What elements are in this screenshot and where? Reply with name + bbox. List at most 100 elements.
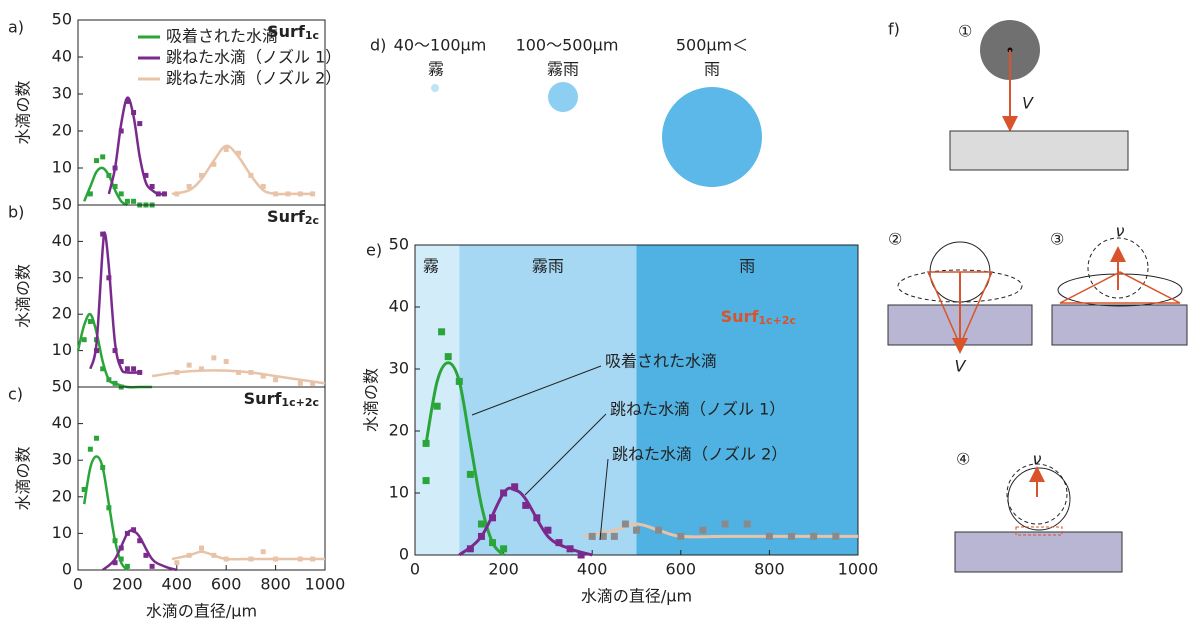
droplet [662,87,762,187]
drop-name: 雨 [704,60,720,79]
drop-name: 霧雨 [547,60,579,79]
data-point [273,191,278,196]
velocity-label: ν [1116,222,1125,241]
x-tick-label: 600 [666,560,697,579]
y-tick-label: 30 [52,84,72,103]
data-point [94,436,99,441]
data-point [285,191,290,196]
x-tick-label: 0 [73,575,83,594]
data-point [478,521,485,528]
data-point [113,381,118,386]
x-tick-label: 1000 [305,575,346,594]
data-point [100,366,105,371]
data-point [310,381,315,386]
data-point [434,403,441,410]
data-point [119,546,124,551]
data-point [261,184,266,189]
fit-curve [109,98,165,195]
data-point [224,147,229,152]
y-axis-label: 水滴の数 [14,446,33,510]
title-sub: 1c+2c [281,396,319,409]
velocity-label: ν [1033,450,1042,469]
y-tick-label: 50 [52,377,72,396]
y-tick-label: 20 [389,421,409,440]
data-point [478,533,485,540]
y-tick-label: 50 [52,10,72,29]
data-point [119,191,124,196]
drop-outline [1008,468,1070,530]
data-point [100,232,105,237]
data-point [187,363,192,368]
data-point [788,533,795,540]
data-point [131,110,136,115]
band-label: 雨 [739,257,755,276]
step-label: ② [888,230,902,249]
data-point [137,370,142,375]
data-point [150,564,155,569]
y-axis-label: 水滴の数 [14,264,33,328]
velocity-label: V [955,357,967,376]
data-point [500,490,507,497]
data-point [224,359,229,364]
x-tick-label: 0 [410,560,420,579]
data-point [489,514,496,521]
x-tick-label: 600 [211,575,242,594]
data-point [589,533,596,540]
droplet [431,84,439,92]
y-tick-label: 20 [52,121,72,140]
panel-label: f) [888,20,900,39]
data-point [174,370,179,375]
data-point [199,546,204,551]
band [415,245,459,555]
title-sub: 1c+2c [758,314,796,327]
title-main: Surf [244,389,283,408]
data-point [125,99,130,104]
plot-frame [78,205,325,387]
drop-name: 霧 [428,60,444,79]
chart-title: Surf1c+2c [244,389,319,410]
size-label: 100〜500μm [516,36,619,55]
data-point [113,166,118,171]
data-point [211,162,216,167]
data-point [298,381,303,386]
step-label: ③ [1050,230,1064,249]
data-point [82,487,87,492]
title-main: Surf [267,207,306,226]
data-point [106,505,111,510]
data-point [766,533,773,540]
data-point [555,539,562,546]
data-point [438,328,445,335]
y-tick-label: 20 [52,486,72,505]
data-point [113,348,118,353]
data-point [143,173,148,178]
y-tick-label: 50 [389,235,409,254]
panel-label: b) [8,203,24,222]
x-axis-label: 水滴の直径/μm [146,602,257,619]
y-tick-label: 10 [52,158,72,177]
data-point [261,374,266,379]
data-point [131,366,136,371]
data-point [137,121,142,126]
spread-outline [1058,274,1182,306]
data-point [125,531,130,536]
data-point [578,552,585,559]
data-point [94,348,99,353]
y-tick-label: 40 [52,413,72,432]
data-point [143,553,148,558]
y-tick-label: 30 [52,450,72,469]
data-point [261,549,266,554]
y-tick-label: 30 [52,267,72,286]
band-label: 霧 [423,257,439,276]
data-point [199,173,204,178]
data-point [125,199,130,204]
data-point [125,366,130,371]
x-tick-label: 400 [162,575,193,594]
data-point [174,191,179,196]
data-point [273,377,278,382]
panel-label: a) [8,18,24,37]
droplet [548,82,578,112]
data-point [211,553,216,558]
data-point [199,366,204,371]
data-point [298,191,303,196]
title-sub: 2c [305,214,319,227]
